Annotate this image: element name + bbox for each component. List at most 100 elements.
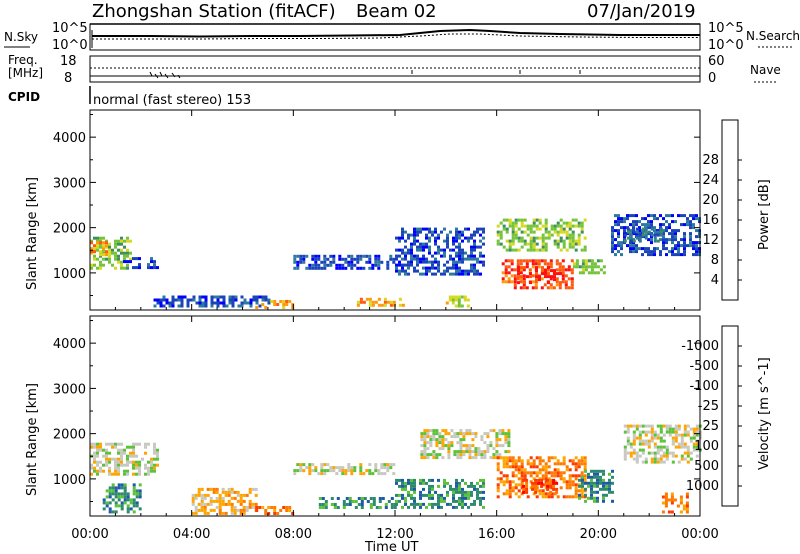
power-cell [467,236,470,240]
power-cell [374,257,378,261]
velocity-cell [438,435,442,439]
power-cell [455,245,458,249]
power-cell [562,239,566,243]
power-cell [344,260,348,264]
power-cell [419,248,422,252]
velocity-cell [96,463,99,467]
power-cell [171,298,175,302]
power-cell [455,236,458,240]
power-cell [464,236,467,240]
velocity-cell [680,439,684,443]
velocity-cell [273,512,277,515]
power-cell [570,271,574,275]
power-cell [647,214,650,218]
velocity-cell [129,501,133,505]
power-cell [611,247,614,251]
power-cell [520,245,524,249]
velocity-cell [108,492,112,496]
power-cell [470,233,473,237]
velocity-cell [626,439,630,443]
power-cell [677,214,680,218]
velocity-cell [683,445,687,449]
velocity-cell [674,433,678,437]
velocity-cbar-label: Velocity [m s^-1] [757,357,772,470]
velocity-cell [496,483,500,487]
velocity-cell [135,472,138,476]
velocity-cell [117,442,120,446]
velocity-cell [667,498,671,502]
velocity-cell [677,424,681,428]
velocity-cell [111,445,114,449]
velocity-cell [428,496,431,500]
power-cell [499,233,503,237]
velocity-cell [458,481,461,485]
velocity-cell [233,508,237,512]
velocity-cell [425,505,428,509]
velocity-cell [522,478,526,482]
velocity-cell [507,432,511,436]
velocity-cell [479,502,482,506]
velocity-cell [224,502,228,506]
power-cell [416,269,419,273]
velocity-cell [423,444,427,448]
power-cell [647,238,650,242]
velocity-cell [242,493,246,497]
power-cell [511,236,515,240]
power-cell [108,242,111,246]
velocity-cell [132,460,135,464]
velocity-cell [680,457,684,461]
velocity-cell [608,481,611,485]
power-cell [659,238,662,242]
velocity-cell [532,465,536,469]
velocity-cell [135,489,139,493]
power-cell [511,227,515,231]
velocity-cell [200,493,204,497]
power-cell [452,263,455,267]
velocity-cell [520,462,524,466]
velocity-cell [534,484,538,488]
velocity-cell [538,468,542,472]
power-cell [458,260,461,264]
velocity-cell [395,481,398,485]
power-cell [546,262,550,266]
power-cell [683,235,686,239]
velocity-cell [473,499,476,503]
power-cell [162,295,166,299]
power-cell [311,254,315,258]
velocity-cell [431,502,434,506]
velocity-cell [495,435,499,439]
velocity-cell [670,498,674,502]
power-cell [644,230,648,234]
velocity-cell [377,472,381,476]
velocity-cell [623,454,627,458]
velocity-cell [577,462,581,466]
velocity-cell [372,503,376,506]
velocity-cell [132,442,135,446]
velocity-cell [470,481,473,485]
power-cell [555,280,559,284]
velocity-cell [108,489,112,493]
power-cell [437,245,440,249]
velocity-cell [471,432,475,436]
velocity-cell [538,471,542,475]
power-cell [482,260,485,264]
power-cell [279,300,283,303]
velocity-cell [692,448,696,452]
power-cell [665,238,668,242]
power-cell [419,260,422,264]
velocity-cell [480,435,484,439]
velocity-cell [426,432,430,436]
power-cell [650,214,653,218]
velocity-cell [489,429,493,433]
power-cell [505,239,509,243]
velocity-cell [93,457,96,461]
velocity-cell [345,497,349,500]
power-cell [695,244,698,248]
velocity-cell [482,496,485,500]
velocity-cell [474,453,478,457]
velocity-cell [459,450,463,454]
power-cell [538,227,542,231]
power-cell [584,259,588,263]
velocity-cell [111,486,115,490]
velocity-cell [441,447,445,451]
